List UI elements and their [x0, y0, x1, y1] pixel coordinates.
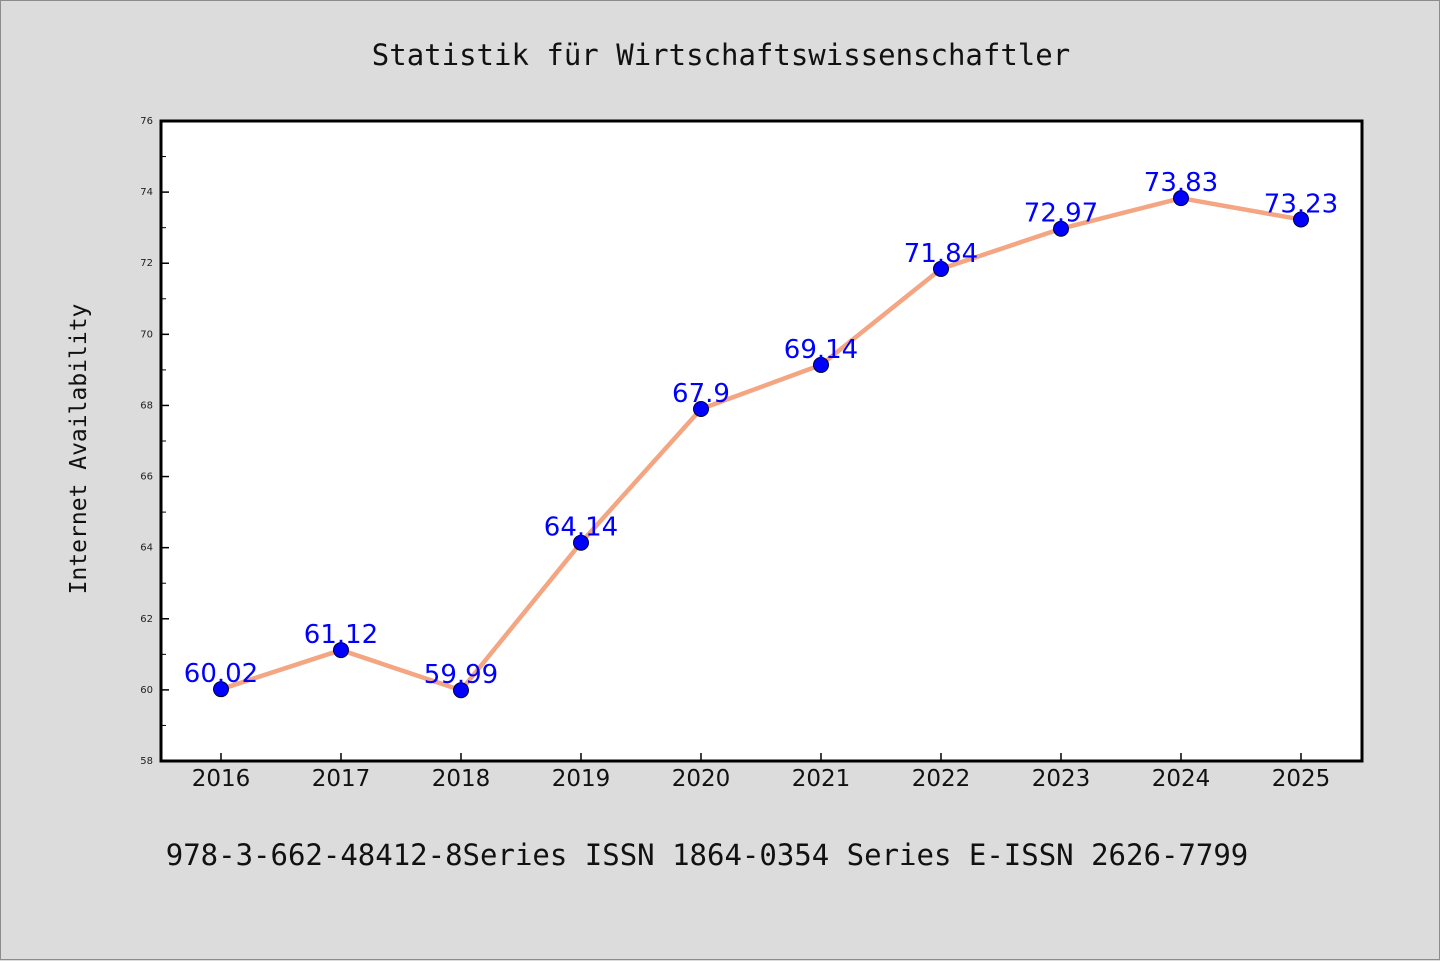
data-point: [573, 534, 589, 551]
data-point: [453, 682, 469, 699]
y-tick-label: 76: [140, 116, 153, 127]
x-tick-label: 2021: [792, 766, 851, 792]
data-label: 59.99: [424, 660, 498, 690]
data-label: 73.83: [1144, 168, 1218, 198]
x-tick-label: 2019: [552, 766, 611, 792]
data-point: [1173, 190, 1189, 207]
x-tick-label: 2025: [1272, 766, 1331, 792]
data-label: 60.02: [184, 659, 258, 689]
data-point: [1293, 211, 1309, 228]
x-axis: 2016 2017 2018 2019 2020 2021 2022 2023 2024 2025: [192, 753, 1331, 792]
plot-area: [159, 119, 1364, 763]
chart-title: Statistik für Wirtschaftswissenschaftler: [372, 38, 1070, 72]
data-label: 61.12: [304, 620, 378, 650]
y-axis: 58 60 62 64 66 68 70 72 74 76: [140, 116, 169, 767]
data-point: [333, 642, 349, 659]
x-tick-label: 2018: [432, 766, 491, 792]
y-tick-label: 70: [140, 329, 153, 340]
x-tick-label: 2016: [192, 766, 251, 792]
y-tick-label: 72: [140, 258, 153, 269]
caption-isbn: 978-3-662-48412-8Series ISSN 1864-0354 S…: [166, 838, 1249, 872]
series-line: [218, 195, 1304, 693]
y-tick-label: 68: [140, 400, 153, 411]
y-tick-label: 64: [140, 543, 153, 554]
data-label: 73.23: [1264, 189, 1338, 219]
data-label: 67.9: [672, 379, 730, 409]
y-tick-label: 62: [140, 614, 153, 625]
y-tick-label: 74: [140, 187, 153, 198]
data-label: 69.14: [784, 335, 858, 365]
x-tick-label: 2017: [312, 766, 371, 792]
x-tick-label: 2022: [912, 766, 971, 792]
data-point: [933, 260, 949, 277]
x-tick-label: 2020: [672, 766, 731, 792]
data-point: [693, 401, 709, 417]
data-labels-layer: 60.02 61.12 59.99 64.14 67.9 69.14 71.84 72.97 7…: [184, 168, 1338, 690]
x-tick-label: 2024: [1152, 766, 1211, 792]
data-label: 72.97: [1024, 199, 1098, 229]
y-tick-label: 66: [140, 472, 153, 483]
data-label: 71.84: [904, 239, 978, 269]
markers-layer: [213, 190, 1309, 699]
data-point: [213, 681, 229, 698]
y-tick-label: 60: [140, 685, 153, 696]
data-point: [1053, 220, 1069, 237]
data-point: [813, 356, 829, 373]
y-tick-label: 58: [140, 756, 153, 767]
data-label: 64.14: [544, 513, 618, 543]
y-axis-label: Internet Availability: [66, 304, 92, 595]
series-layer: [218, 195, 1304, 693]
x-tick-label: 2023: [1032, 766, 1091, 792]
